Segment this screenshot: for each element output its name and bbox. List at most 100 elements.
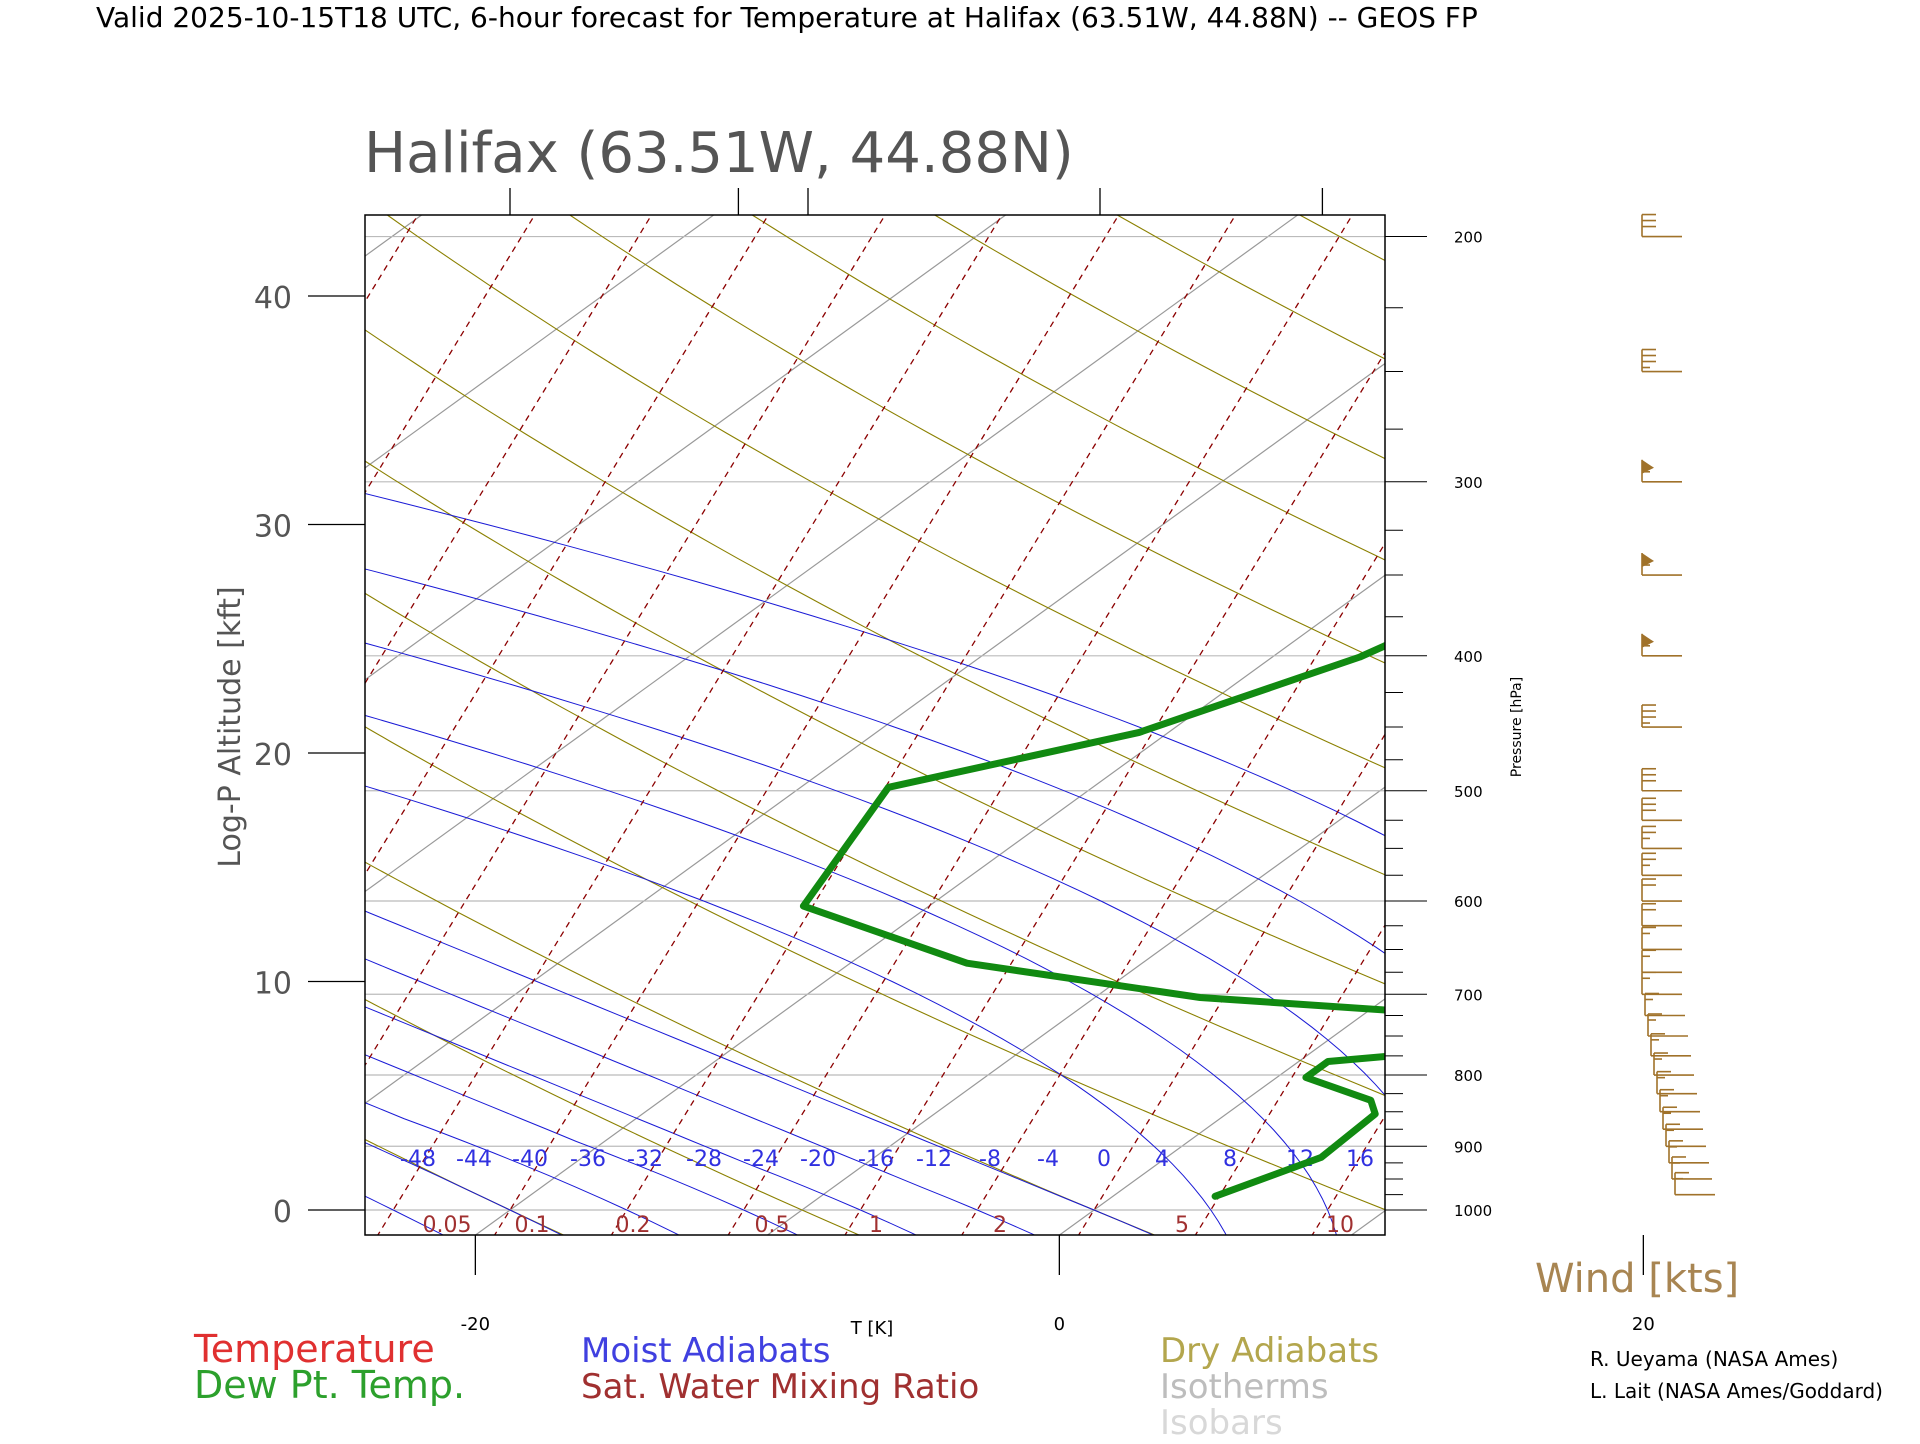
dry-adiabat-line (0, 182, 907, 1256)
mixing-ratio-line (0, 182, 555, 1256)
mixing-ratio-line (0, 182, 205, 1256)
profiles (803, 216, 1920, 1224)
isotherm-line (0, 182, 1344, 1256)
moist-adiabat-line (0, 182, 124, 1256)
moist-adiabat-label: -36 (570, 1147, 606, 1172)
moist-adiabat-label: -12 (916, 1147, 952, 1172)
credit-line-2: L. Lait (NASA Ames/Goddard) (1590, 1379, 1883, 1403)
isotherm-line (739, 182, 1920, 1256)
legend-dry-adiabats: Dry Adiabats (1160, 1331, 1379, 1371)
isotherm-line (1907, 182, 1920, 1256)
legend-mixing-ratio: Sat. Water Mixing Ratio (581, 1367, 979, 1407)
dry-adiabat-line (1239, 182, 1920, 1256)
moist-adiabat-line (0, 182, 1686, 1256)
moist-adiabat-line (0, 182, 1236, 1256)
moist-adiabat-label: -8 (979, 1147, 1001, 1172)
mixing-ratio-line (0, 182, 88, 1256)
mixing-ratio-line (1884, 182, 1920, 1256)
pressure-tick-label: 1000 (1454, 1202, 1492, 1220)
wind-label: Wind [kts] (1535, 1256, 1739, 1302)
moist-adiabat-label: -16 (858, 1147, 894, 1172)
pressure-tick-label: 800 (1454, 1067, 1483, 1085)
moist-adiabat-label: -32 (627, 1147, 663, 1172)
pressure-tick-label: 700 (1454, 986, 1483, 1004)
plot-frame (365, 215, 1385, 1235)
mixing-ratio-line (0, 182, 322, 1256)
mixing-ratio-line (248, 182, 905, 1256)
moist-adiabat-label: -20 (800, 1147, 836, 1172)
moist-adiabat-line (0, 182, 1079, 1256)
legend-isobars: Isobars (1160, 1403, 1283, 1440)
mixing-ratio-line (1650, 182, 1920, 1256)
dry-adiabat-line (1599, 182, 1920, 1256)
mixing-ratio-line (15, 182, 672, 1256)
background-lines (0, 182, 1920, 1256)
legend-dewpoint: Dew Pt. Temp. (194, 1363, 465, 1407)
pressure-tick-label: 900 (1454, 1138, 1483, 1156)
dry-adiabat-line (1778, 182, 1920, 1256)
moist-adiabat-label: -4 (1037, 1147, 1059, 1172)
y-tick-label: 30 (254, 510, 292, 545)
moist-adiabat-line (0, 182, 604, 1256)
dry-adiabat-line (1419, 182, 1920, 1256)
moist-adiabat-label: -40 (512, 1147, 548, 1172)
mixing-ratio-line (482, 182, 1139, 1256)
moist-adiabat-label: 4 (1155, 1147, 1169, 1172)
credit-line-1: R. Ueyama (NASA Ames) (1590, 1347, 1838, 1371)
pressure-tick-label: 400 (1454, 648, 1483, 666)
dry-adiabat-line (0, 182, 1920, 1256)
dry-adiabat-line (880, 182, 1920, 1256)
dewpoint-profile (803, 216, 1920, 1196)
moist-adiabat-label: 8 (1223, 1147, 1237, 1172)
moist-adiabat-label: -28 (686, 1147, 722, 1172)
x-tick-label: 0 (1054, 1314, 1065, 1335)
legend-isotherms: Isotherms (1160, 1367, 1329, 1407)
dry-adiabat-line (0, 182, 1802, 1256)
isotherm-line (0, 182, 1052, 1256)
isotherm-line (0, 182, 760, 1256)
mixing-ratio-line (1767, 182, 1920, 1256)
moist-adiabat-line (0, 182, 4, 1256)
mixing-ratio-line (1300, 182, 1920, 1256)
y-tick-label: 20 (254, 738, 292, 773)
moist-adiabat-label: -24 (743, 1147, 779, 1172)
moist-adiabat-line (0, 182, 244, 1256)
moist-adiabat-line (0, 182, 364, 1256)
pressure-axis-label: Pressure [hPa] (1509, 677, 1525, 777)
pressure-tick-label: 200 (1454, 229, 1483, 247)
dry-adiabat-line (0, 182, 608, 1256)
x-tick-label: -20 (461, 1314, 490, 1335)
temperature-profile (1546, 223, 1920, 1224)
moist-adiabat-line (0, 182, 1341, 1256)
moist-adiabat-label: 0 (1097, 1147, 1111, 1172)
moist-adiabat-label: -48 (400, 1147, 436, 1172)
dry-adiabat-line (0, 182, 12, 1256)
mixing-ratio-line (949, 182, 1606, 1256)
mixing-ratio-line (1416, 182, 1920, 1256)
pressure-tick-label: 500 (1454, 783, 1483, 801)
dry-adiabat-line (0, 182, 310, 1256)
header-title: Valid 2025-10-15T18 UTC, 6-hour forecast… (96, 1, 1478, 34)
moist-adiabat-line (0, 182, 719, 1256)
station-title: Halifax (63.51W, 44.88N) (364, 121, 1074, 186)
isotherm-line (0, 182, 176, 1256)
moist-adiabat-label: -44 (456, 1147, 492, 1172)
mixing-ratio-line (599, 182, 1256, 1256)
wind-barbs (1642, 215, 1715, 1195)
legend-moist-adiabats: Moist Adiabats (581, 1331, 830, 1371)
pressure-tick-label: 300 (1454, 474, 1483, 492)
y-tick-label: 10 (254, 967, 292, 1002)
mixing-ratio-line (365, 182, 1022, 1256)
isotherm-line (1323, 182, 1920, 1256)
x-axis-label: T [K] (850, 1318, 894, 1339)
dry-adiabat-line (521, 182, 1920, 1256)
dry-adiabat-line (701, 182, 1920, 1256)
mixing-ratio-line (1066, 182, 1723, 1256)
mixing-ratio-line (1533, 182, 1920, 1256)
y-tick-label: 40 (254, 281, 292, 316)
moist-adiabat-line (0, 182, 839, 1256)
moist-adiabat-label: 16 (1346, 1147, 1374, 1172)
pressure-tick-label: 600 (1454, 893, 1483, 911)
